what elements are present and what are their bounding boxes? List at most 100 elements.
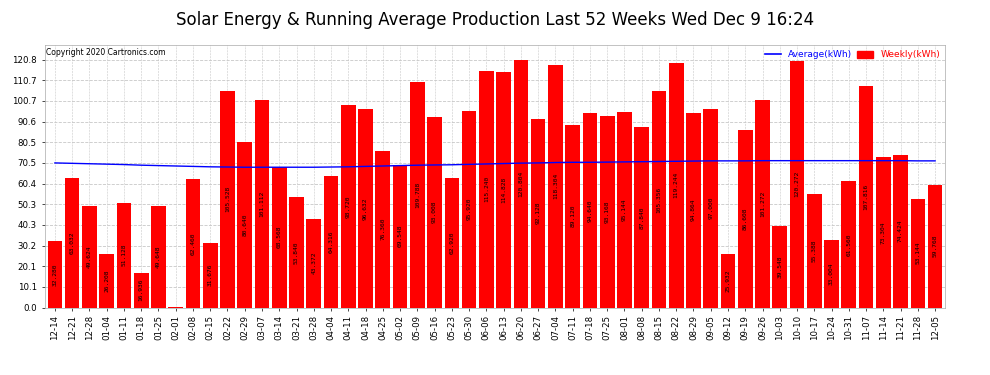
Bar — [617, 112, 632, 308]
Bar — [393, 165, 408, 308]
Bar — [928, 185, 942, 308]
Text: 95.144: 95.144 — [622, 199, 627, 221]
Text: 87.840: 87.840 — [640, 206, 644, 229]
Bar — [755, 100, 770, 308]
Text: 32.280: 32.280 — [52, 263, 57, 286]
Bar — [186, 179, 200, 308]
Text: 96.632: 96.632 — [363, 197, 368, 220]
Bar — [911, 198, 926, 308]
Bar — [876, 157, 891, 308]
Text: 51.128: 51.128 — [122, 244, 127, 266]
Bar — [461, 111, 476, 308]
Bar — [704, 109, 718, 308]
Bar — [82, 206, 97, 308]
Text: 62.920: 62.920 — [449, 232, 454, 254]
Text: 64.316: 64.316 — [329, 230, 334, 253]
Text: 120.804: 120.804 — [519, 171, 524, 197]
Bar — [358, 110, 373, 308]
Text: 68.568: 68.568 — [277, 226, 282, 249]
Text: 59.768: 59.768 — [933, 235, 938, 258]
Text: 93.008: 93.008 — [432, 201, 438, 223]
Text: 105.356: 105.356 — [656, 186, 661, 213]
Legend: Average(kWh), Weekly(kWh): Average(kWh), Weekly(kWh) — [761, 47, 943, 63]
Bar — [479, 71, 494, 308]
Text: 86.608: 86.608 — [742, 207, 747, 230]
Text: 105.528: 105.528 — [225, 186, 230, 212]
Bar — [134, 273, 148, 308]
Text: 115.240: 115.240 — [484, 176, 489, 203]
Bar — [721, 254, 736, 308]
Bar — [307, 219, 321, 308]
Bar — [99, 254, 114, 308]
Text: 43.372: 43.372 — [311, 252, 316, 274]
Text: 97.000: 97.000 — [708, 197, 713, 219]
Text: 92.128: 92.128 — [536, 202, 541, 224]
Text: 76.360: 76.360 — [380, 218, 385, 240]
Text: Solar Energy & Running Average Production Last 52 Weeks Wed Dec 9 16:24: Solar Energy & Running Average Productio… — [176, 11, 814, 29]
Bar — [686, 113, 701, 308]
Bar — [582, 113, 597, 308]
Bar — [600, 116, 615, 308]
Text: 95.920: 95.920 — [466, 198, 471, 220]
Bar — [635, 128, 649, 308]
Text: 49.648: 49.648 — [156, 245, 161, 268]
Text: 16.936: 16.936 — [139, 279, 144, 302]
Text: 93.168: 93.168 — [605, 201, 610, 223]
Bar — [548, 65, 562, 308]
Bar — [842, 181, 856, 308]
Bar — [428, 117, 442, 308]
Bar — [410, 82, 425, 308]
Text: 73.304: 73.304 — [881, 221, 886, 244]
Text: 118.304: 118.304 — [552, 173, 558, 200]
Text: 109.788: 109.788 — [415, 182, 420, 208]
Text: 94.864: 94.864 — [691, 199, 696, 222]
Text: 101.112: 101.112 — [259, 191, 264, 217]
Bar — [151, 206, 165, 308]
Bar — [772, 226, 787, 308]
Bar — [790, 61, 804, 308]
Text: 49.624: 49.624 — [87, 245, 92, 268]
Bar — [203, 243, 218, 308]
Text: 55.388: 55.388 — [812, 240, 817, 262]
Bar — [807, 194, 822, 308]
Text: 63.032: 63.032 — [69, 232, 74, 254]
Text: 53.144: 53.144 — [916, 242, 921, 264]
Bar — [324, 176, 339, 308]
Text: 114.828: 114.828 — [501, 177, 506, 203]
Text: 33.004: 33.004 — [829, 262, 834, 285]
Bar — [220, 91, 235, 308]
Bar — [738, 130, 752, 308]
Bar — [341, 105, 355, 308]
Text: 101.272: 101.272 — [760, 190, 765, 217]
Text: 119.244: 119.244 — [674, 172, 679, 198]
Text: Copyright 2020 Cartronics.com: Copyright 2020 Cartronics.com — [47, 48, 166, 57]
Bar — [117, 202, 132, 308]
Text: 94.640: 94.640 — [587, 199, 592, 222]
Bar — [289, 197, 304, 308]
Bar — [496, 72, 511, 308]
Bar — [651, 92, 666, 308]
Text: 61.560: 61.560 — [846, 233, 851, 256]
Bar — [64, 178, 79, 308]
Bar — [825, 240, 839, 308]
Text: 62.460: 62.460 — [190, 232, 195, 255]
Text: 120.272: 120.272 — [795, 171, 800, 197]
Bar — [254, 100, 269, 308]
Bar — [445, 178, 459, 308]
Text: 26.208: 26.208 — [104, 269, 109, 292]
Bar — [272, 167, 286, 308]
Text: 74.424: 74.424 — [898, 220, 903, 242]
Bar — [48, 241, 62, 308]
Bar — [238, 142, 252, 308]
Bar — [565, 125, 580, 308]
Text: 80.640: 80.640 — [243, 214, 248, 236]
Text: 98.720: 98.720 — [346, 195, 350, 217]
Bar — [669, 63, 683, 308]
Text: 53.840: 53.840 — [294, 241, 299, 264]
Text: 25.932: 25.932 — [726, 270, 731, 292]
Text: 39.548: 39.548 — [777, 256, 782, 278]
Bar — [531, 118, 545, 308]
Text: 107.816: 107.816 — [863, 184, 868, 210]
Bar — [375, 151, 390, 308]
Bar — [893, 155, 908, 308]
